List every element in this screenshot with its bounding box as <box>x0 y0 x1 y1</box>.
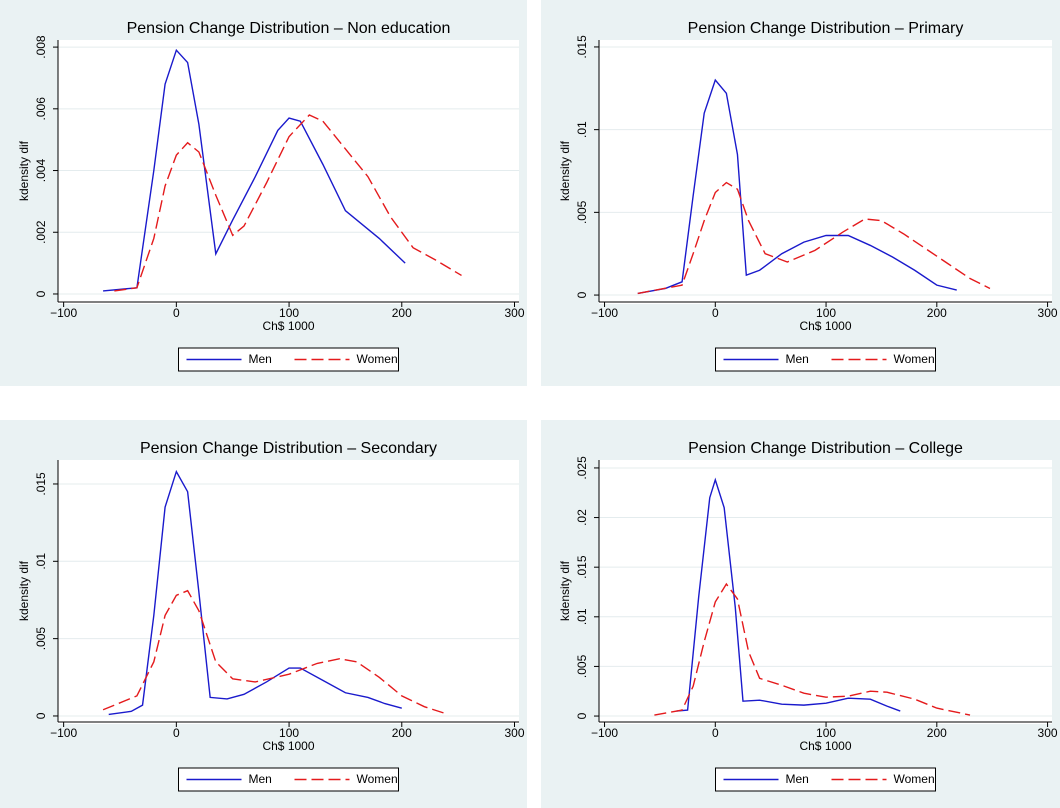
x-tick-label: −100 <box>50 306 77 320</box>
y-tick-label: .008 <box>34 35 48 59</box>
x-tick-label: 0 <box>173 306 180 320</box>
x-tick-label: 300 <box>504 306 524 320</box>
line-series <box>676 477 901 712</box>
x-tick-label: 200 <box>392 306 412 320</box>
panel: Pension Change Distribution – Secondary 0… <box>0 420 527 808</box>
y-tick-label: 0 <box>575 712 589 719</box>
x-tick-label: −100 <box>591 306 618 320</box>
y-tick-label: .005 <box>575 200 589 224</box>
plot-area <box>599 460 1052 724</box>
legend-label: Men <box>786 772 809 786</box>
x-tick-label: 300 <box>1038 306 1058 320</box>
x-tick-label: 0 <box>712 726 719 740</box>
x-tick-label: 100 <box>816 726 836 740</box>
line-series <box>637 78 957 295</box>
line-series <box>637 181 991 295</box>
line-series <box>108 469 402 716</box>
x-tick-label: 100 <box>279 306 299 320</box>
y-tick-label: .025 <box>575 456 589 480</box>
x-tick-label: 100 <box>279 726 299 740</box>
legend-box <box>178 767 399 792</box>
line-series <box>114 114 462 292</box>
y-axis-title: kdensity dif <box>17 140 31 201</box>
x-axis-title: Ch$ 1000 <box>799 319 851 333</box>
plot-area <box>58 460 519 724</box>
chart-title: Pension Change Distribution – Primary <box>688 20 964 37</box>
x-axis-title: Ch$ 1000 <box>799 739 851 753</box>
chart-title: Pension Change Distribution – College <box>688 440 963 457</box>
y-tick-label: .004 <box>34 159 48 183</box>
y-tick-label: 0 <box>575 291 589 298</box>
legend-label: Women <box>894 352 935 366</box>
x-tick-label: 300 <box>1038 726 1058 740</box>
y-tick-label: .01 <box>575 608 589 625</box>
panel: Pension Change Distribution – College 0 .0… <box>541 420 1060 808</box>
x-tick-label: 200 <box>927 306 947 320</box>
y-tick-label: .015 <box>575 35 589 59</box>
chart-title: Pension Change Distribution – Non educat… <box>127 20 451 37</box>
x-axis-title: Ch$ 1000 <box>262 319 314 333</box>
x-tick-label: 300 <box>504 726 524 740</box>
legend-box <box>715 347 936 372</box>
x-tick-label: −100 <box>50 726 77 740</box>
y-tick-label: .02 <box>575 509 589 526</box>
legend-label: Men <box>786 352 809 366</box>
x-axis-title: Ch$ 1000 <box>262 739 314 753</box>
y-axis-title: kdensity dif <box>558 560 572 621</box>
y-tick-label: 0 <box>34 712 48 719</box>
legend-box <box>178 347 399 372</box>
x-tick-label: 0 <box>712 306 719 320</box>
line-series <box>103 48 406 292</box>
legend-label: Women <box>894 772 935 786</box>
y-axis-title: kdensity dif <box>558 140 572 201</box>
line-series <box>654 582 971 716</box>
y-axis-title: kdensity dif <box>17 560 31 621</box>
y-tick-label: .015 <box>575 555 589 579</box>
legend-label: Women <box>357 772 398 786</box>
y-tick-label: .005 <box>575 654 589 678</box>
y-tick-label: .006 <box>34 97 48 121</box>
panel: Pension Change Distribution – Primary 0 .0… <box>541 0 1060 386</box>
x-tick-label: 100 <box>816 306 836 320</box>
y-tick-label: .01 <box>575 121 589 138</box>
legend-label: Men <box>249 772 272 786</box>
x-tick-label: −100 <box>591 726 618 740</box>
legend-label: Men <box>249 352 272 366</box>
x-tick-label: 200 <box>392 726 412 740</box>
plot-area <box>58 40 519 304</box>
plot-area <box>599 40 1052 304</box>
y-tick-label: .01 <box>34 553 48 570</box>
y-tick-label: .015 <box>34 472 48 496</box>
panel: Pension Change Distribution – Non educat… <box>0 0 527 386</box>
y-tick-label: 0 <box>34 290 48 297</box>
x-tick-label: 200 <box>927 726 947 740</box>
y-tick-label: .005 <box>34 627 48 651</box>
x-tick-label: 0 <box>173 726 180 740</box>
legend-label: Women <box>357 352 398 366</box>
y-tick-label: .002 <box>34 220 48 244</box>
chart-title: Pension Change Distribution – Secondary <box>140 440 437 457</box>
legend-box <box>715 767 936 792</box>
line-series <box>102 589 444 714</box>
